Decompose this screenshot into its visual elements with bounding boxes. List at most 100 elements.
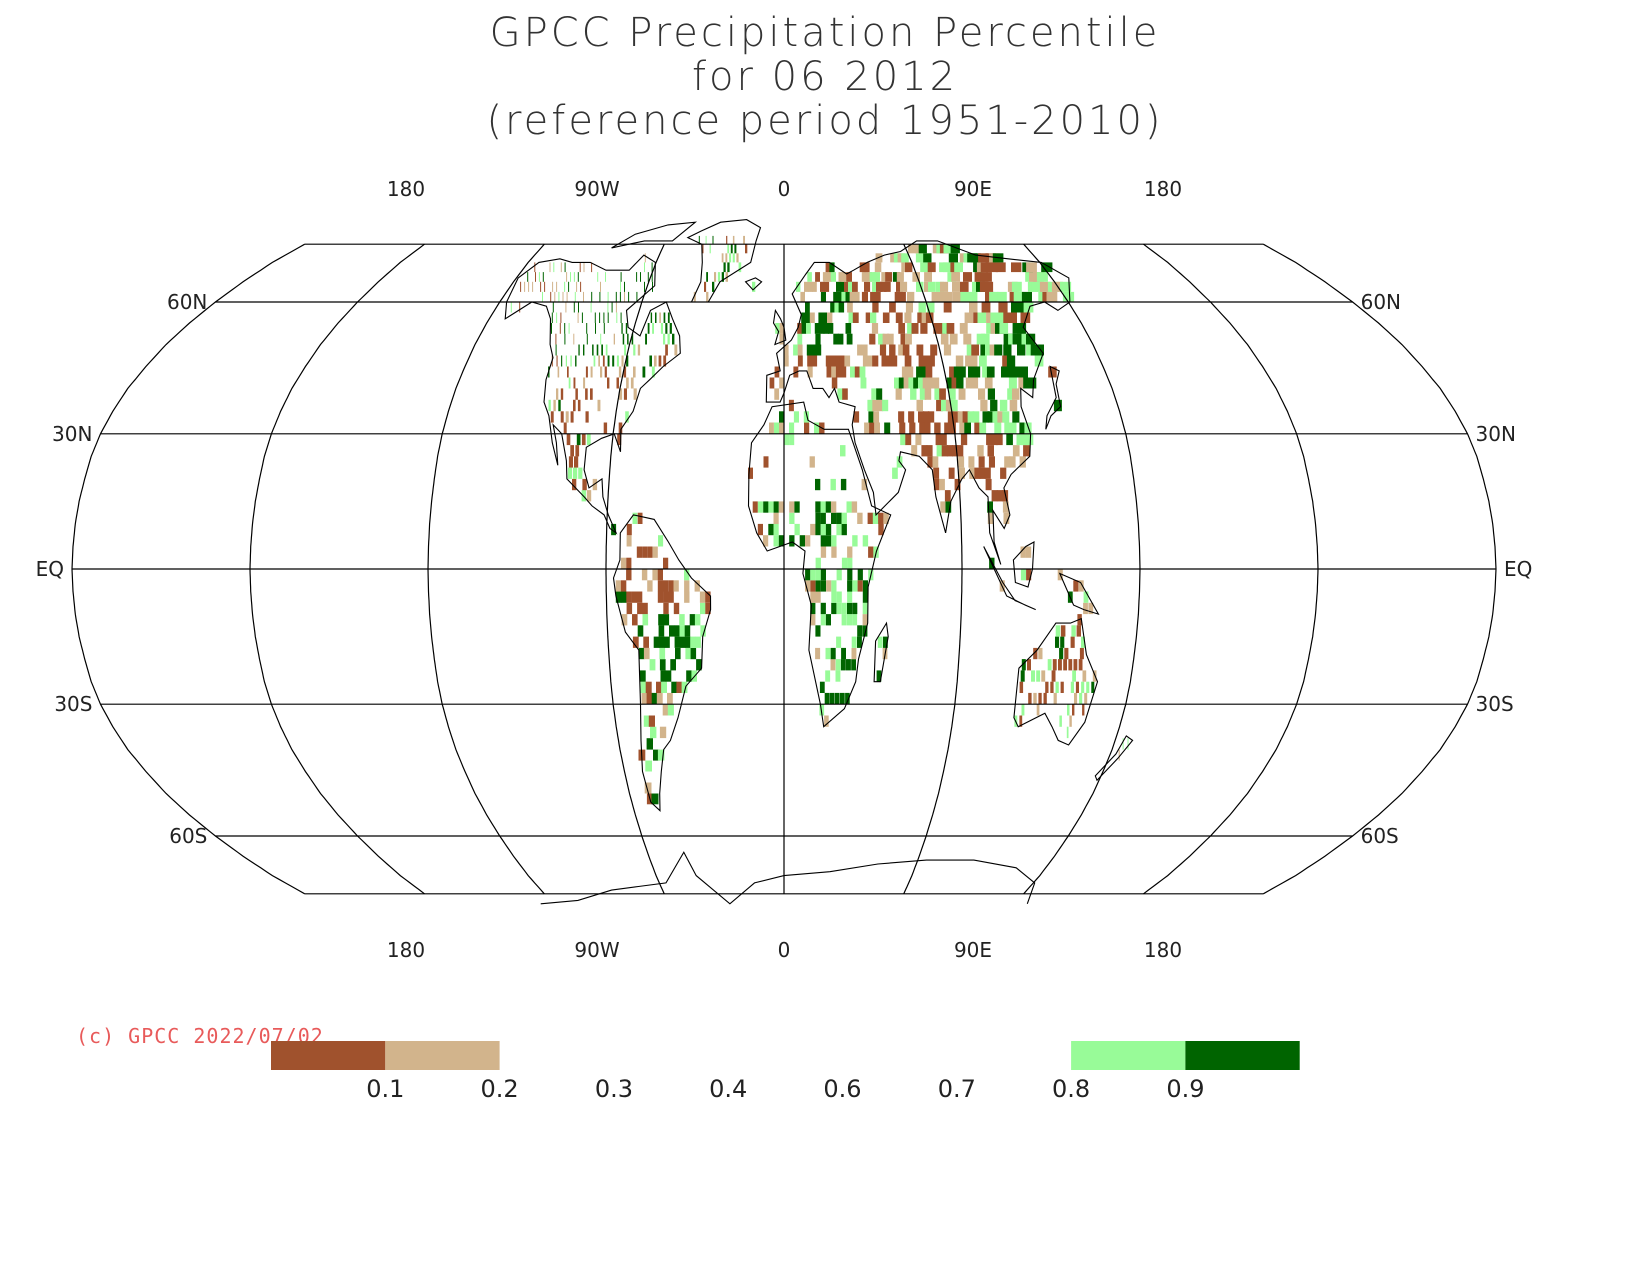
percentile-cell <box>570 445 574 457</box>
legend-tick-label: 0.8 <box>1052 1075 1090 1103</box>
percentile-cell <box>556 355 558 367</box>
percentile-cell <box>797 344 803 356</box>
percentile-cell <box>1023 377 1032 389</box>
percentile-cell <box>996 433 1003 446</box>
coastline-eurasia <box>765 240 1071 565</box>
percentile-cell <box>1012 388 1020 400</box>
percentile-cell <box>901 366 909 378</box>
percentile-cell <box>955 355 964 367</box>
percentile-cell <box>626 557 632 569</box>
percentile-cell <box>636 546 642 558</box>
percentile-cell <box>933 323 941 334</box>
percentile-cell <box>815 478 821 491</box>
percentile-cell <box>944 291 953 302</box>
percentile-cell <box>1055 681 1059 693</box>
percentile-cell <box>836 636 842 648</box>
percentile-cell <box>906 366 914 378</box>
percentile-cell <box>1059 715 1062 727</box>
percentile-cell <box>579 262 581 273</box>
percentile-cell <box>624 291 625 302</box>
percentile-cell <box>1091 681 1095 693</box>
percentile-cell <box>810 614 816 626</box>
percentile-cell <box>1084 692 1088 705</box>
percentile-cell <box>820 535 826 547</box>
percentile-cell <box>841 614 847 626</box>
percentile-cell <box>555 333 557 345</box>
percentile-cell <box>752 281 756 292</box>
percentile-cell <box>852 614 858 626</box>
percentile-cell <box>968 291 978 302</box>
percentile-cell <box>593 355 596 367</box>
percentile-cell <box>862 625 868 637</box>
percentile-cell <box>979 422 987 434</box>
percentile-cell <box>542 291 543 302</box>
lon-label-top: 90E <box>954 177 992 201</box>
percentile-cell <box>658 625 665 637</box>
percentile-cell <box>1011 262 1022 273</box>
lon-label-top: 180 <box>1144 177 1182 201</box>
percentile-cell <box>657 569 663 581</box>
percentile-cell <box>1020 546 1026 558</box>
percentile-cell <box>757 523 763 536</box>
percentile-cell <box>1003 512 1010 524</box>
percentile-cell <box>784 355 789 367</box>
percentile-cell <box>958 388 966 400</box>
percentile-cell <box>669 625 675 637</box>
percentile-cell <box>574 456 579 468</box>
percentile-cell <box>631 333 634 345</box>
percentile-cell <box>658 355 662 367</box>
percentile-cell <box>881 355 888 367</box>
percentile-cell <box>774 422 779 434</box>
percentile-cell <box>857 569 863 581</box>
percentile-cell <box>573 377 576 389</box>
percentile-cell <box>837 333 844 345</box>
percentile-cell <box>996 490 1003 502</box>
percentile-cell <box>625 411 629 423</box>
percentile-cell <box>890 253 898 263</box>
title-line-2: for 06 2012 <box>691 54 959 100</box>
percentile-cell <box>640 681 647 693</box>
percentile-cell <box>660 323 663 334</box>
percentile-cell <box>972 411 980 423</box>
percentile-cell <box>825 355 832 367</box>
percentile-cell <box>956 377 964 389</box>
percentile-cell <box>1030 344 1040 356</box>
percentile-cell <box>862 535 869 547</box>
percentile-cell <box>540 281 542 292</box>
percentile-cell <box>1020 670 1025 682</box>
percentile-cell <box>793 344 798 356</box>
percentile-cell <box>667 704 674 716</box>
percentile-cell <box>620 312 622 323</box>
percentile-cell <box>644 281 645 292</box>
percentile-cell <box>797 355 803 367</box>
lat-label-right: 60N <box>1361 290 1401 314</box>
percentile-cell <box>732 235 735 245</box>
percentile-cell <box>898 377 906 389</box>
percentile-cell <box>909 422 916 434</box>
percentile-cell <box>779 422 784 434</box>
title-line-3: (reference period 1951-2010) <box>486 98 1164 144</box>
percentile-cell <box>959 467 965 479</box>
percentile-cell <box>558 399 561 412</box>
percentile-cell <box>847 580 853 592</box>
percentile-cell <box>840 281 846 292</box>
percentile-cell <box>699 591 706 603</box>
percentile-cell <box>578 467 583 479</box>
percentile-cell <box>846 272 852 282</box>
percentile-cell <box>882 399 889 412</box>
percentile-cell <box>904 312 912 323</box>
percentile-cell <box>830 272 836 282</box>
percentile-cell <box>642 546 648 558</box>
percentile-cell <box>936 445 943 457</box>
percentile-cell <box>933 467 940 479</box>
percentile-cell <box>550 291 552 302</box>
percentile-cell <box>603 323 605 334</box>
percentile-cell <box>864 422 870 434</box>
percentile-cell <box>768 523 774 536</box>
percentile-cell <box>778 535 784 547</box>
percentile-cell <box>1013 291 1024 302</box>
percentile-cell <box>607 302 609 313</box>
percentile-cell <box>665 670 672 682</box>
percentile-cell <box>548 399 551 412</box>
percentile-cell <box>940 333 949 345</box>
